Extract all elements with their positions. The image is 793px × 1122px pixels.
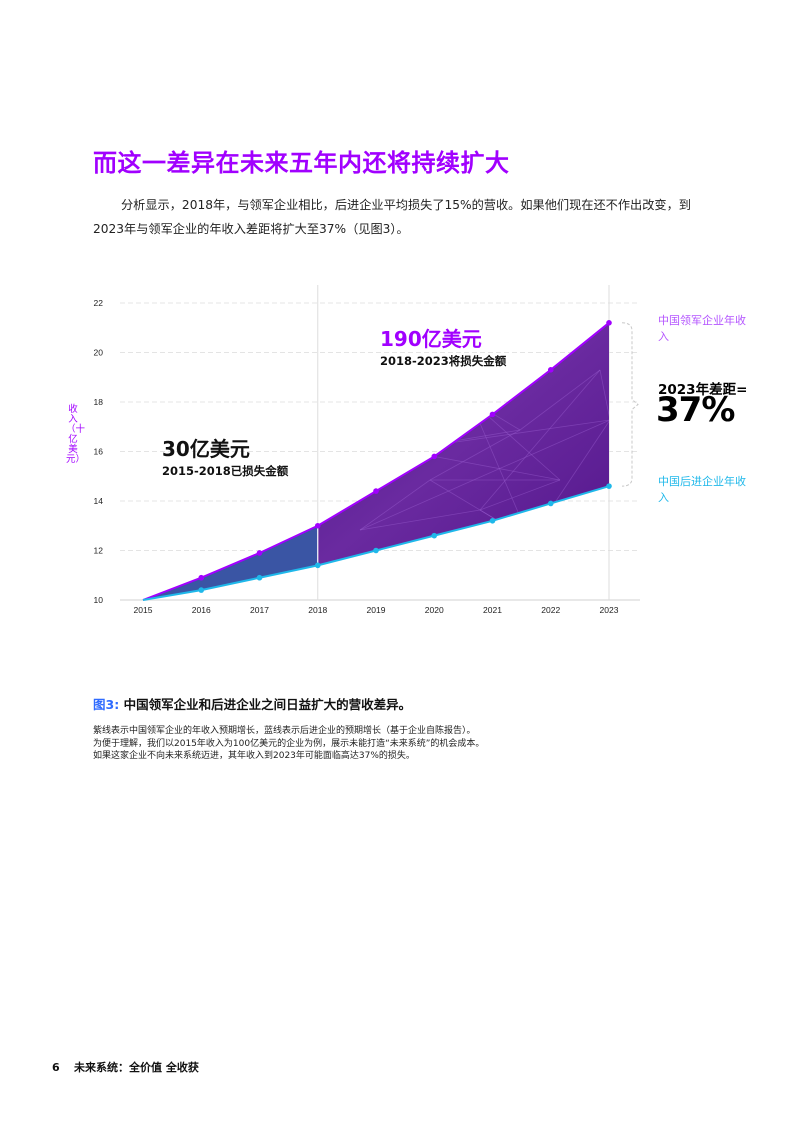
y-tick-label: 20 xyxy=(94,348,104,358)
past-loss-amount: 30亿美元 xyxy=(162,437,250,461)
x-tick-label: 2023 xyxy=(600,605,619,615)
intro-text: 分析显示，2018年，与领军企业相比，后进企业平均损失了15%的营收。如果他们现… xyxy=(93,198,691,236)
laggard-point xyxy=(373,547,379,554)
laggard-point xyxy=(606,483,612,489)
leader-point xyxy=(314,522,321,529)
page-number: 6 xyxy=(52,1061,60,1074)
x-tick-label: 2019 xyxy=(367,605,386,615)
gap-brace xyxy=(621,322,639,487)
section-heading: 而这一差异在未来五年内还将持续扩大 xyxy=(93,149,510,177)
x-tick-label: 2022 xyxy=(541,605,560,615)
leader-point xyxy=(198,574,205,581)
y-tick-label: 12 xyxy=(94,546,104,556)
leader-point xyxy=(606,320,612,326)
future-loss-amount: 190亿美元 xyxy=(380,327,482,351)
revenue-gap-chart: 10 12 14 16 18 20 22 2015 2016 2017 2018 2019 2020 20… xyxy=(0,280,793,620)
leader-point xyxy=(489,411,496,418)
laggard-point xyxy=(489,518,496,524)
x-tick-label: 2017 xyxy=(250,605,269,615)
x-tick-label: 2016 xyxy=(192,605,211,615)
page-footer: 6 未来系统：全价值 全收获 xyxy=(52,1059,199,1075)
figure-caption-text: 中国领军企业和后进企业之间日益扩大的营收差异。 xyxy=(123,697,412,712)
figure-note: 紫线表示中国领军企业的年收入预期增长，蓝线表示后进企业的预期增长（基于企业自陈报… xyxy=(93,726,476,736)
laggard-point xyxy=(431,532,438,539)
gap-label: 2023年差距= xyxy=(658,382,748,398)
laggard-point xyxy=(314,562,321,569)
figure-notes: 紫线表示中国领军企业的年收入预期增长，蓝线表示后进企业的预期增长（基于企业自陈报… xyxy=(93,725,484,763)
past-loss-area xyxy=(143,525,318,600)
laggard-point xyxy=(547,500,554,507)
figure-number: 图3: xyxy=(93,697,120,712)
leader-point xyxy=(256,550,263,556)
y-tick-label: 10 xyxy=(94,595,104,605)
x-tick-label: 2021 xyxy=(483,605,502,615)
legend-laggard: 中国后进企业年收入 xyxy=(658,475,746,504)
laggard-point xyxy=(256,574,263,581)
figure-note: 为便于理解，我们以2015年收入为100亿美元的企业为例，展示未能打造“未来系统… xyxy=(93,738,485,749)
figure-note: 如果这家企业不向未来系统迈进，其年收入到2023年可能面临高达37%的损失。 xyxy=(93,751,415,761)
leader-point xyxy=(547,367,554,373)
footer-title: 未来系统：全价值 全收获 xyxy=(74,1061,199,1074)
x-tick-label: 2018 xyxy=(308,605,327,615)
leader-point xyxy=(431,453,438,460)
figure-caption: 图3: 中国领军企业和后进企业之间日益扩大的营收差异。 xyxy=(93,694,411,713)
future-loss-area xyxy=(317,322,609,566)
future-loss-label: 2018-2023将损失金额 xyxy=(380,354,507,368)
leader-point xyxy=(373,488,379,494)
x-tick-label: 2015 xyxy=(134,605,153,615)
intro-paragraph: 分析显示，2018年，与领军企业相比，后进企业平均损失了15%的营收。如果他们现… xyxy=(93,193,713,241)
y-tick-label: 22 xyxy=(94,298,104,308)
y-tick-label: 16 xyxy=(94,447,104,457)
x-tick-label: 2020 xyxy=(425,605,444,615)
gap-value: 37% xyxy=(656,390,735,430)
y-tick-label: 18 xyxy=(94,397,104,407)
y-axis-label: 收入（十亿美元） xyxy=(66,404,86,465)
legend-leader: 中国领军企业年收入 xyxy=(658,314,746,343)
laggard-point xyxy=(198,587,205,593)
past-loss-label: 2015-2018已损失金额 xyxy=(162,464,289,478)
y-tick-label: 14 xyxy=(94,496,104,506)
